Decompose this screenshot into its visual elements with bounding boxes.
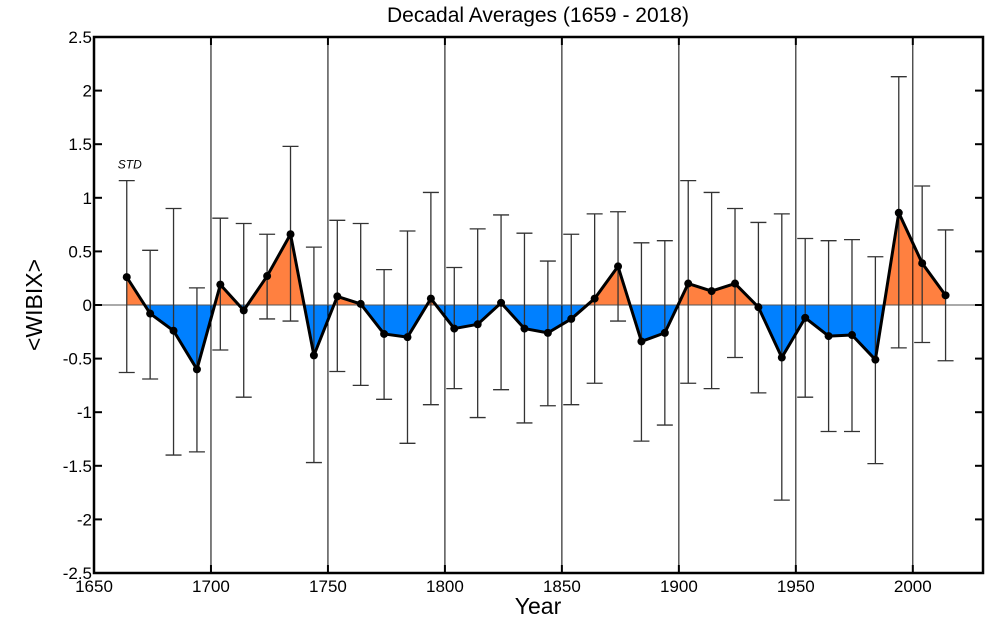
data-point xyxy=(146,309,155,318)
data-points xyxy=(122,208,950,374)
x-tick-label: 1700 xyxy=(192,577,230,596)
x-tick-label: 1900 xyxy=(660,577,698,596)
series-line xyxy=(125,211,947,371)
data-point xyxy=(426,294,435,303)
data-point xyxy=(333,292,342,301)
x-axis-title: Year xyxy=(515,593,562,618)
negative-fill xyxy=(781,305,806,358)
data-point xyxy=(356,299,365,308)
data-point xyxy=(567,314,576,323)
data-point xyxy=(122,273,131,282)
negative-fill xyxy=(150,305,174,331)
data-point xyxy=(543,328,552,337)
data-point xyxy=(871,355,880,364)
data-point xyxy=(216,280,225,289)
area-fills xyxy=(126,212,946,370)
y-tick-label: -1.5 xyxy=(63,457,92,476)
data-point xyxy=(660,328,669,337)
data-point xyxy=(777,353,786,362)
std-annotation: STD xyxy=(118,158,142,172)
data-point xyxy=(263,272,272,281)
data-point xyxy=(801,313,810,322)
negative-fill xyxy=(454,305,478,329)
y-tick-label: -2.5 xyxy=(63,564,92,583)
data-point xyxy=(403,333,412,342)
y-tick-label: 0 xyxy=(83,296,92,315)
data-point xyxy=(309,351,318,360)
x-tick-label: 1950 xyxy=(777,577,815,596)
data-point xyxy=(286,230,295,239)
data-point xyxy=(239,306,248,315)
axes-frame xyxy=(92,35,985,575)
y-tick-label: 1 xyxy=(83,189,92,208)
data-point xyxy=(473,320,482,329)
data-point xyxy=(684,279,693,288)
positive-fill xyxy=(711,283,736,305)
positive-fill xyxy=(898,212,923,305)
negative-fill xyxy=(173,305,197,370)
y-tick-labels: -2.5 -2 -1.5 -1 -0.5 0 0.5 1 1.5 2 2.5 xyxy=(63,28,92,583)
data-point xyxy=(894,208,903,217)
data-line xyxy=(125,211,947,371)
data-point xyxy=(590,294,599,303)
x-tick-label: 2000 xyxy=(894,577,932,596)
negative-fill xyxy=(384,305,408,338)
y-tick-label: -2 xyxy=(77,510,92,529)
x-tick-labels: 1650 1700 1750 1800 1850 1900 1950 2000 xyxy=(75,577,932,596)
data-point xyxy=(450,324,459,333)
x-tick-label: 1650 xyxy=(75,577,113,596)
positive-fill xyxy=(688,283,712,305)
y-tick-label: 1.5 xyxy=(68,135,92,154)
data-point xyxy=(380,329,389,338)
negative-fill xyxy=(641,305,665,342)
positive-fill xyxy=(267,234,291,305)
x-tick-label: 1850 xyxy=(543,577,581,596)
data-point xyxy=(169,326,178,335)
data-point xyxy=(731,279,740,288)
y-tick-label: 2 xyxy=(83,82,92,101)
chart-title: Decadal Averages (1659 - 2018) xyxy=(387,4,689,27)
x-tick-label: 1750 xyxy=(309,577,347,596)
negative-fill xyxy=(851,305,876,360)
y-tick-label: -0.5 xyxy=(63,350,92,369)
data-point xyxy=(192,365,201,374)
negative-fill xyxy=(828,305,852,337)
data-point xyxy=(637,337,646,346)
data-point xyxy=(754,303,763,312)
data-point xyxy=(918,259,927,268)
y-tick-label: 0.5 xyxy=(68,242,92,261)
data-point xyxy=(520,324,529,333)
y-axis-title: <WIBIX> xyxy=(21,259,47,351)
data-point xyxy=(941,291,950,300)
negative-fill xyxy=(805,305,829,337)
negative-fill xyxy=(524,305,548,333)
error-bars xyxy=(118,76,954,501)
data-point xyxy=(614,262,623,271)
data-point xyxy=(847,331,856,340)
y-tick-label: 2.5 xyxy=(68,28,92,47)
data-point xyxy=(824,332,833,341)
data-point xyxy=(497,298,506,307)
y-tick-label: -1 xyxy=(77,403,92,422)
data-point xyxy=(707,287,716,296)
negative-fill xyxy=(547,305,572,333)
x-tick-label: 1800 xyxy=(426,577,464,596)
